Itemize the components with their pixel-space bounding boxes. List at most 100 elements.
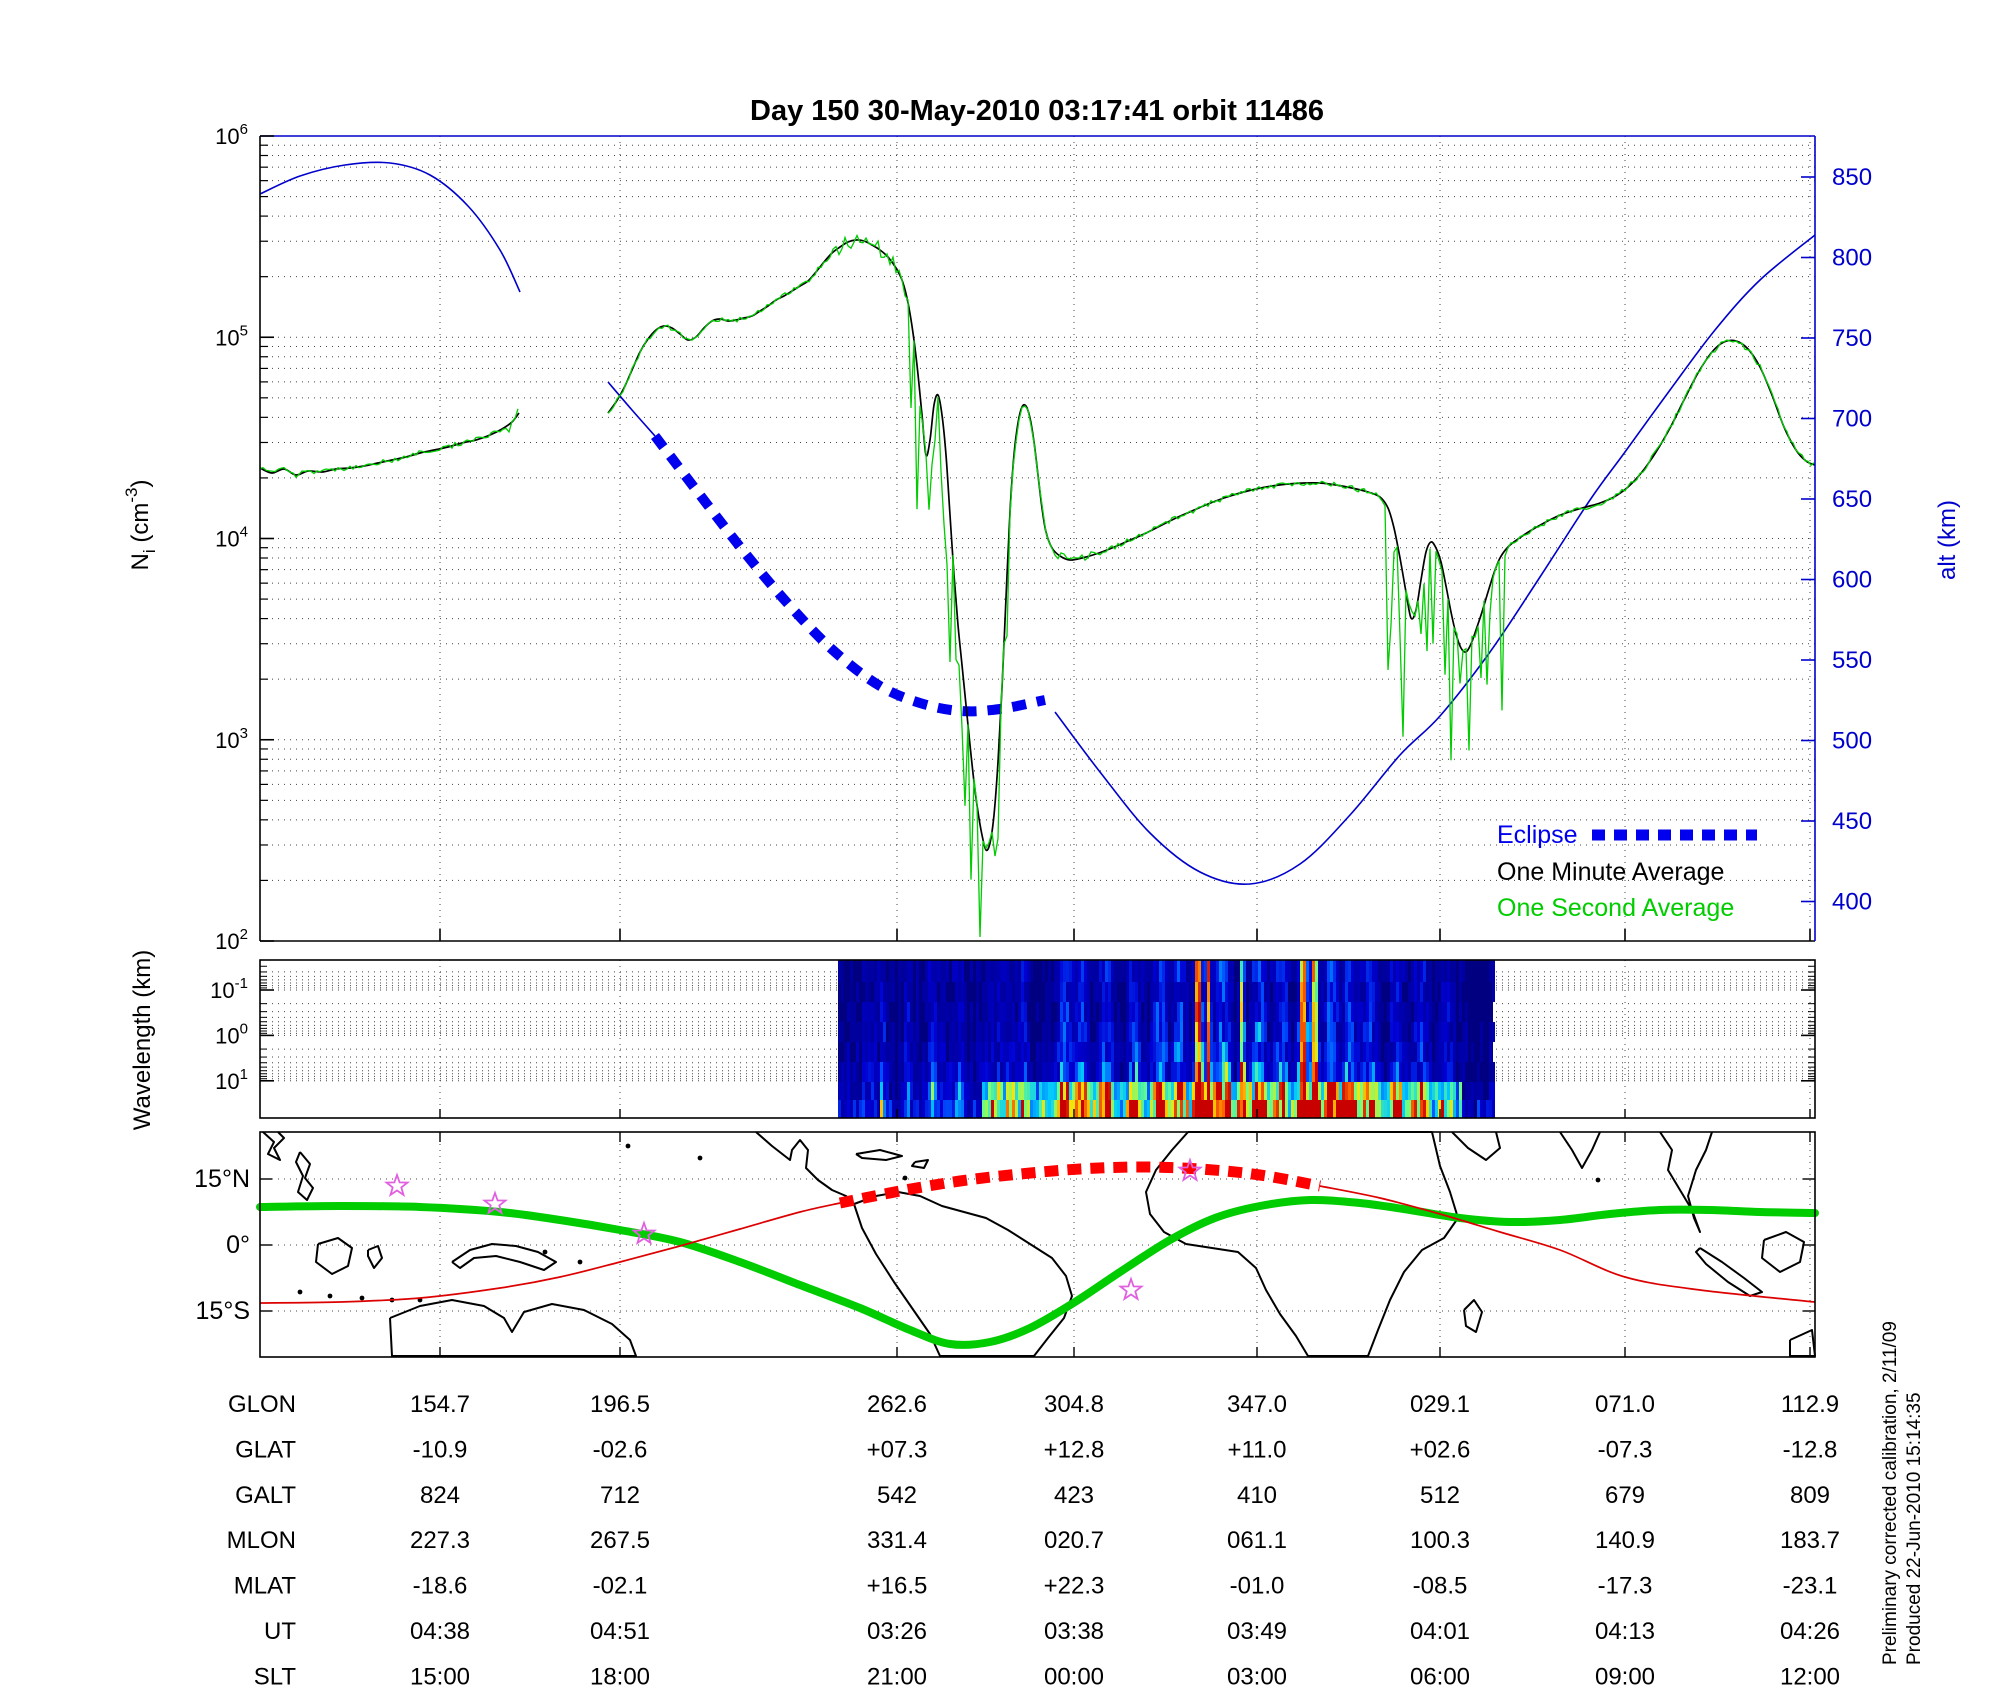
spectrogram-column	[1081, 1062, 1084, 1082]
spectrogram-column	[931, 1100, 934, 1118]
table-cell: 03:00	[1227, 1663, 1287, 1690]
spectrogram-column	[1279, 1042, 1282, 1062]
spectrogram-column	[1216, 1062, 1219, 1082]
spectrogram-column	[985, 1042, 988, 1062]
table-cell: -12.8	[1783, 1436, 1838, 1463]
spectrogram-column	[1258, 1002, 1261, 1022]
spectrogram-column	[1336, 1042, 1339, 1062]
spectrogram-column	[1453, 1082, 1456, 1100]
spectrogram-column	[1156, 1042, 1159, 1062]
spectrogram-column	[1444, 960, 1447, 982]
spectrogram-column	[1054, 1100, 1057, 1118]
spectrogram-column	[1225, 1042, 1228, 1062]
spectrogram-column	[1471, 1042, 1474, 1062]
spectrogram-column	[1078, 1100, 1081, 1118]
spectrogram-column	[844, 1062, 847, 1082]
spectrogram-column	[955, 982, 958, 1002]
spectrogram-column	[955, 1082, 958, 1100]
spectrogram-column	[1015, 1082, 1018, 1100]
spectrogram-column	[1357, 1100, 1360, 1118]
spectrogram-column	[1297, 1082, 1300, 1100]
spectrogram-column	[1309, 982, 1312, 1002]
spectrogram-column	[940, 982, 943, 1002]
spectrogram-column	[856, 1042, 859, 1062]
spectrogram-column	[1261, 1022, 1264, 1042]
spectrogram-column	[862, 1022, 865, 1042]
spectrogram-column	[1360, 1002, 1363, 1022]
spectrogram-column	[1309, 1022, 1312, 1042]
spectrogram-column	[1393, 1082, 1396, 1100]
spectrogram-column	[1489, 1062, 1492, 1082]
spectrogram-column	[1228, 1100, 1231, 1118]
spectrogram-column	[919, 1082, 922, 1100]
spectrogram-column	[1141, 1062, 1144, 1082]
spectrogram-column	[1198, 960, 1201, 982]
spectrogram-column	[1129, 1022, 1132, 1042]
spectrogram-column	[1213, 1022, 1216, 1042]
spectrogram-column	[1399, 1022, 1402, 1042]
spectrogram-column	[910, 982, 913, 1002]
spectrogram-column	[940, 1022, 943, 1042]
spectrogram-column	[1174, 1022, 1177, 1042]
spectrogram-column	[1087, 1100, 1090, 1118]
spectrogram-column	[997, 960, 1000, 982]
spectrogram-column	[1258, 1022, 1261, 1042]
spectrogram-column	[1279, 1022, 1282, 1042]
spectrogram-column	[949, 1082, 952, 1100]
spectrogram-column	[1393, 1100, 1396, 1118]
spectrogram-column	[997, 1022, 1000, 1042]
spectrogram-column	[910, 960, 913, 982]
spectrogram-column	[1117, 1100, 1120, 1118]
spectrogram-column	[1408, 1082, 1411, 1100]
spectrogram-column	[1144, 982, 1147, 1002]
spectrogram-column	[1177, 1062, 1180, 1082]
spectrogram-column	[889, 1022, 892, 1042]
spectrogram-column	[1213, 1062, 1216, 1082]
spectrogram-column	[1219, 1002, 1222, 1022]
spectrogram-column	[1066, 960, 1069, 982]
spectrogram-column	[1225, 982, 1228, 1002]
spectrogram-column	[898, 1082, 901, 1100]
spectrogram-column	[1003, 1082, 1006, 1100]
table-cell: 09:00	[1595, 1663, 1655, 1690]
spectrogram-column	[1009, 960, 1012, 982]
spectrogram-column	[1333, 1022, 1336, 1042]
spectrogram-column	[1114, 1062, 1117, 1082]
spectrogram-column	[1237, 982, 1240, 1002]
spectrogram-column	[1096, 1062, 1099, 1082]
spectrogram-column	[1231, 1100, 1234, 1118]
spectrogram-column	[922, 1082, 925, 1100]
spectrogram-column	[1294, 1082, 1297, 1100]
spectrogram-column	[1081, 1022, 1084, 1042]
spectrogram-column	[1147, 1042, 1150, 1062]
spectrogram-column	[1075, 1042, 1078, 1062]
alt-tick-label: 650	[1832, 486, 1872, 513]
spectrogram-column	[1471, 1100, 1474, 1118]
spectrogram-column	[1393, 960, 1396, 982]
table-cell: 04:01	[1410, 1618, 1470, 1645]
spectrogram-column	[1243, 982, 1246, 1002]
spectrogram-column	[1081, 960, 1084, 982]
spectrogram-column	[1375, 1002, 1378, 1022]
spectrogram-column	[841, 960, 844, 982]
spectrogram-column	[1402, 1082, 1405, 1100]
spectrogram-column	[1171, 982, 1174, 1002]
spectrogram-column	[1360, 1082, 1363, 1100]
spectrogram-column	[1042, 1100, 1045, 1118]
spectrogram-column	[1165, 1042, 1168, 1062]
spectrogram-column	[1114, 1082, 1117, 1100]
spectrogram-column	[1168, 1042, 1171, 1062]
spectrogram-column	[1204, 1042, 1207, 1062]
spectrogram-column	[1264, 1082, 1267, 1100]
spectrogram-column	[1243, 1100, 1246, 1118]
spectrogram-column	[889, 1042, 892, 1062]
spectrogram-column	[1396, 1062, 1399, 1082]
spectrogram-column	[892, 1042, 895, 1062]
spectrogram-column	[1285, 1082, 1288, 1100]
spectrogram-column	[1444, 1022, 1447, 1042]
ni-axis-tick-label: 104	[215, 524, 248, 552]
spectrogram-column	[1336, 1082, 1339, 1100]
spectrogram-column	[1378, 1042, 1381, 1062]
spectrogram-column	[1240, 982, 1243, 1002]
spectrogram-column	[1219, 982, 1222, 1002]
